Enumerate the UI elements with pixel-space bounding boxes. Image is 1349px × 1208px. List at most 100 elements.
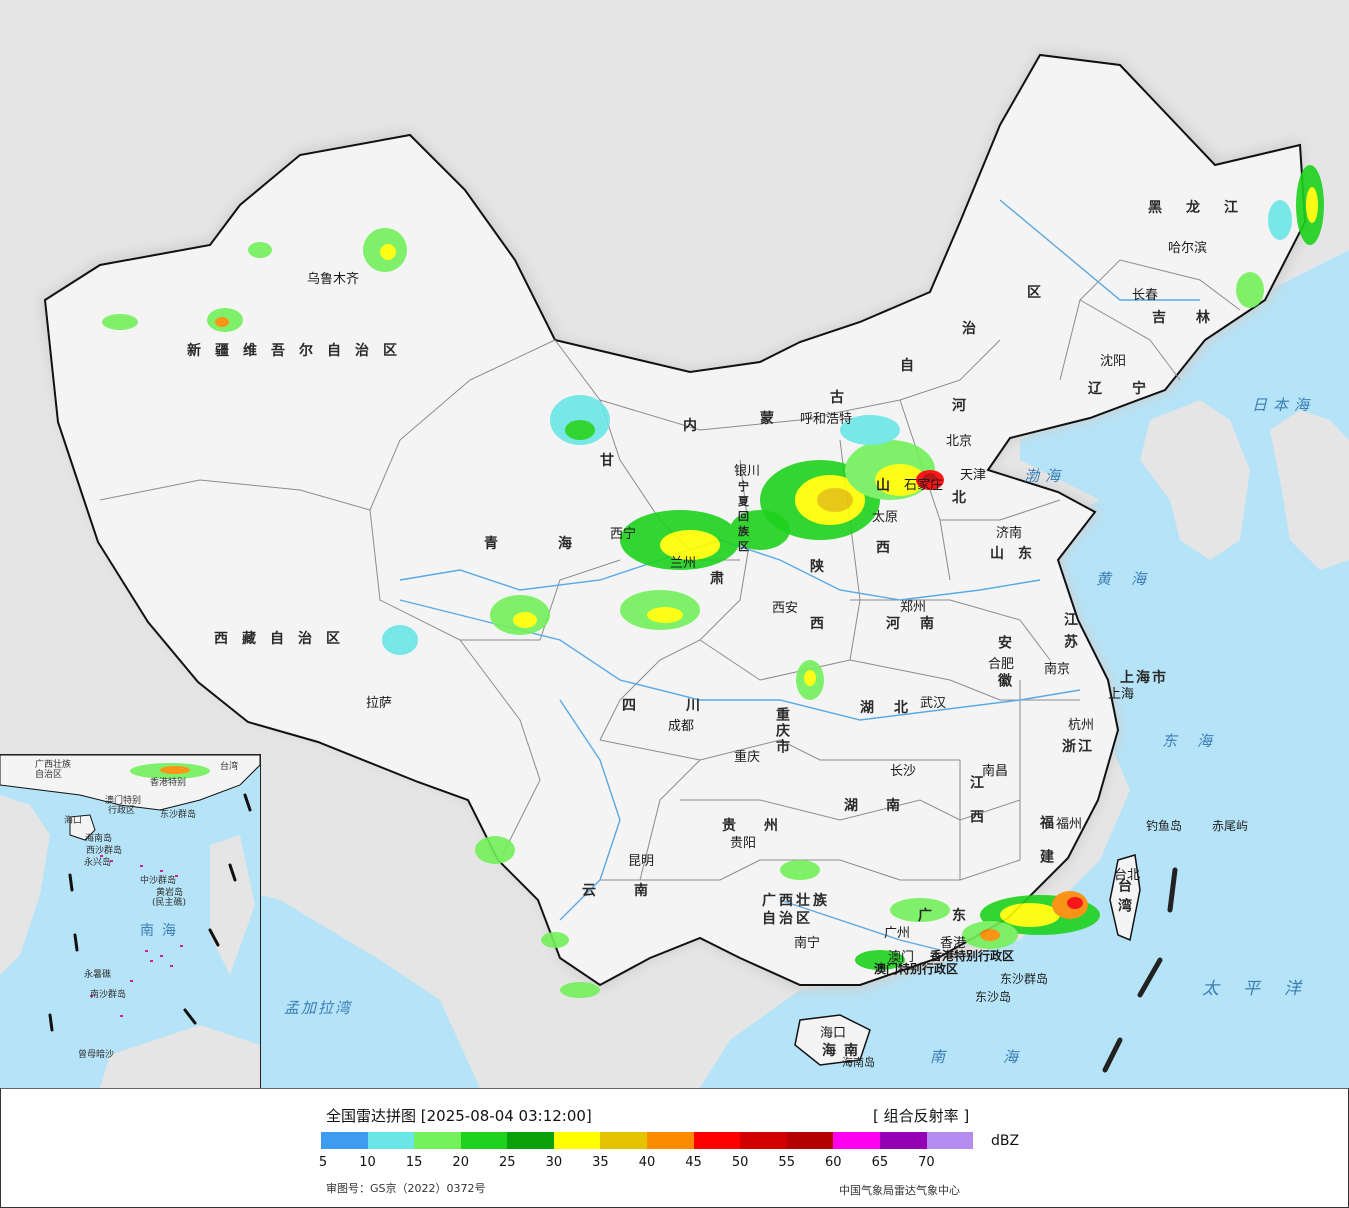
- province-label-jiangxi: 江西: [968, 775, 984, 843]
- legend-tick-label: 45: [685, 1155, 702, 1170]
- legend-swatch: [926, 1132, 974, 1149]
- city-label: 银川: [734, 464, 761, 479]
- province-label-fujian: 福建: [1038, 815, 1054, 883]
- inset-label: 永暑礁: [84, 970, 112, 980]
- inset-label: 南沙群岛: [90, 990, 127, 1000]
- south-china-sea-inset: 广西壮族 自治区 台湾 香港特别 澳门特别 行政区 东沙群岛 海口 海南岛 西沙…: [0, 754, 261, 1088]
- legend-title: 全国雷达拼图 [2025-08-04 03:12:00]: [326, 1107, 592, 1125]
- province-label-ningxia-4: 族: [738, 525, 763, 538]
- special-region-label: 香港特别行政区: [930, 949, 1015, 963]
- inset-label: 中沙群岛: [140, 876, 177, 886]
- inset-label: 澳门特别: [105, 796, 142, 806]
- city-label: 兰州: [670, 556, 697, 571]
- inset-vietnam: [0, 795, 50, 975]
- legend-product-label: [ 组合反射率 ]: [873, 1107, 970, 1125]
- legend-tick-label: 20: [452, 1155, 469, 1170]
- province-label-gansu-2: 肃: [710, 571, 738, 587]
- sea-label-japan: 日本海: [1252, 396, 1316, 414]
- legend-tick-label: 50: [731, 1155, 749, 1170]
- city-label: 郑州: [900, 600, 927, 615]
- inset-sea-label: 南海: [140, 923, 184, 939]
- province-label-neimenggu-4: 自: [900, 358, 928, 374]
- inset-label: 海口: [64, 816, 83, 826]
- city-label: 南宁: [794, 936, 821, 951]
- inset-label: 西沙群岛: [86, 846, 123, 856]
- legend-tick-label: 30: [545, 1155, 563, 1170]
- inset-borneo: [100, 1025, 260, 1088]
- inset-canvas: [0, 755, 260, 1088]
- city-label: 成都: [668, 719, 695, 734]
- legend-tick-label: 65: [871, 1155, 889, 1170]
- province-label-jilin: 吉林: [1152, 310, 1240, 326]
- island-label: 东沙群岛: [1000, 972, 1049, 986]
- sea-label-bohai: 渤海: [1024, 467, 1067, 485]
- city-label: 太原: [872, 510, 899, 525]
- city-label: 重庆: [734, 750, 761, 765]
- legend-swatch: [740, 1132, 787, 1149]
- city-label: 澳门: [888, 950, 915, 965]
- province-label-sichuan: 四川: [622, 698, 750, 714]
- city-label: 乌鲁木齐: [307, 272, 360, 287]
- province-label-guizhou: 贵州: [722, 818, 806, 834]
- island-label: 东沙岛: [975, 990, 1012, 1004]
- province-label-shanxi-2: 西: [876, 540, 904, 556]
- city-label: 天津: [960, 468, 987, 483]
- island-label: 赤尾屿: [1212, 819, 1249, 833]
- legend-swatch: [786, 1132, 834, 1149]
- city-label: 南昌: [982, 764, 1009, 779]
- legend-tick-label: 15: [405, 1155, 423, 1170]
- sea-label-pacific: 太平洋: [1202, 979, 1325, 999]
- city-label: 沈阳: [1100, 354, 1127, 369]
- radar-map: 新疆维吾尔自治区 西藏自治区 青海 甘 肃 内 蒙 古 自 治 区 黑龙江 吉林…: [0, 0, 1349, 1088]
- inset-label: 行政区: [108, 806, 136, 816]
- inset-label: 永兴岛: [84, 858, 112, 868]
- inset-label: 曾母暗沙: [78, 1050, 115, 1060]
- island-label: 钓鱼岛: [1146, 819, 1183, 833]
- city-label: 昆明: [628, 854, 655, 869]
- legend-swatch: [693, 1132, 741, 1149]
- province-label-ningxia-5: 区: [738, 540, 763, 553]
- legend-tick-label: 70: [918, 1155, 935, 1170]
- province-label-shanxi-1: 山: [876, 478, 904, 494]
- province-label-chongqing: 重庆市: [774, 707, 790, 755]
- inset-hainan: [69, 814, 96, 841]
- city-label: 福州: [1056, 817, 1083, 832]
- inset-label: 广西壮族: [35, 760, 72, 770]
- city-label: 西安: [772, 601, 799, 616]
- echo-guangdong-fujian: [780, 860, 1100, 970]
- province-label-yunnan: 云南: [582, 883, 686, 899]
- legend-swatch: [321, 1132, 368, 1149]
- city-label: 拉萨: [366, 696, 393, 711]
- inset-label: 台湾: [220, 762, 239, 772]
- korea-peninsula: [1140, 400, 1250, 560]
- province-label-hainan: 海南: [822, 1043, 866, 1059]
- inset-reefs: [90, 855, 183, 1017]
- legend-swatch: [367, 1132, 415, 1149]
- province-label-anhui: 安徽: [996, 635, 1012, 711]
- legend-tick-label: 25: [499, 1155, 516, 1170]
- province-label-hubei: 湖北: [860, 700, 928, 716]
- inset-label: 东沙群岛: [160, 810, 197, 820]
- province-label-neimenggu-2: 蒙: [760, 411, 788, 427]
- city-label: 香港: [940, 936, 967, 951]
- city-label: 贵阳: [730, 836, 757, 851]
- japan-islands: [1270, 410, 1349, 570]
- echo-xinjiang: [102, 228, 418, 655]
- sea-label-nanhai: 南海: [930, 1048, 1077, 1066]
- province-label-guangxi-1: 广西壮族: [762, 893, 830, 909]
- province-label-hebei-2: 北: [952, 490, 980, 506]
- sea-label-bengal: 孟加拉湾: [284, 999, 353, 1017]
- province-label-qinghai: 青海: [484, 536, 632, 552]
- province-label-ningxia-3: 回: [738, 510, 763, 523]
- province-label-neimenggu-1: 内: [683, 418, 711, 434]
- province-label-shanghai: 上海市: [1120, 670, 1168, 686]
- data-source-label: 中国气象局雷达气象中心: [839, 1184, 960, 1197]
- province-label-taiwan: 台湾: [1116, 878, 1132, 918]
- legend-swatch: [414, 1132, 461, 1149]
- city-label: 海口: [820, 1026, 847, 1041]
- inset-label: 海南岛: [85, 834, 113, 844]
- province-label-heilongjiang: 黑龙江: [1148, 200, 1262, 216]
- legend-tick-label: 60: [825, 1155, 842, 1170]
- city-label: 济南: [996, 526, 1023, 541]
- nine-dash-line: [1102, 867, 1178, 1073]
